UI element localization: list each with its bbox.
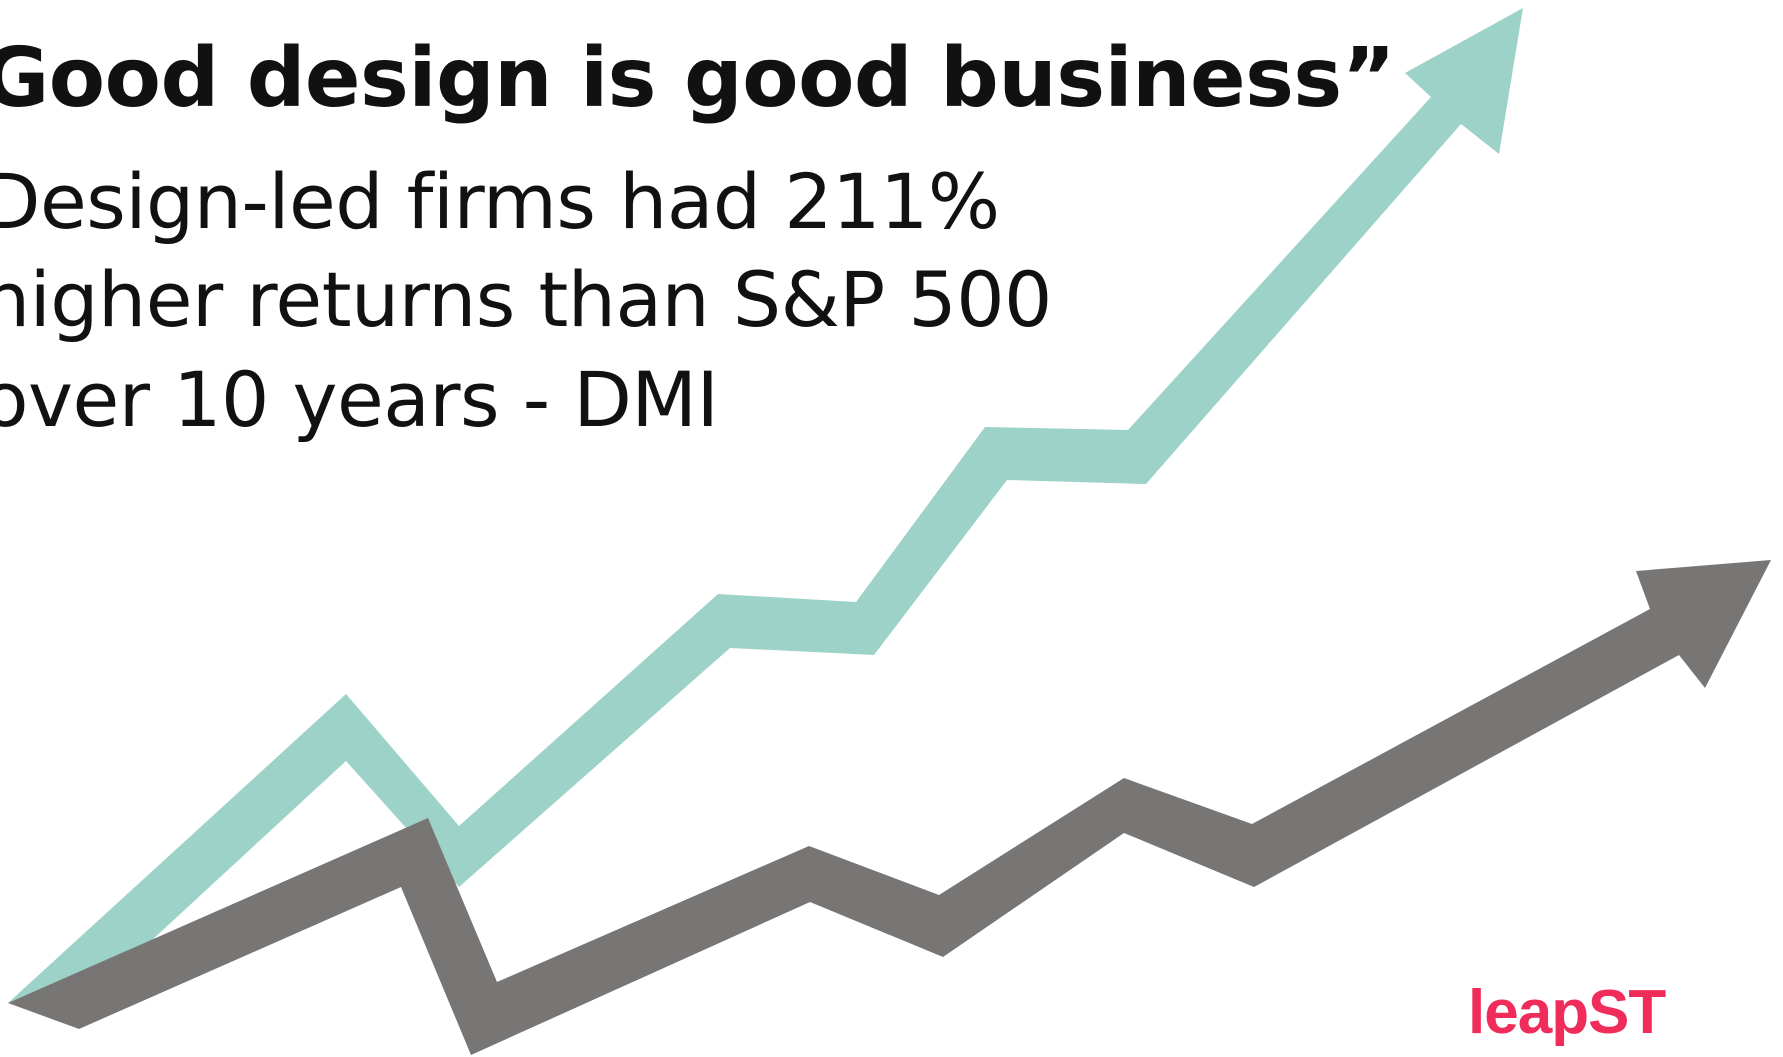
gray-growth-arrow: [8, 560, 1771, 1055]
slide-body-line-1: Design-led firms had 211%: [0, 157, 1000, 246]
leapstone-logo: leapST: [1468, 982, 1666, 1044]
slide-body-line-3: over 10 years - DMI: [0, 355, 719, 444]
logo-wordmark: leapST: [1468, 978, 1666, 1047]
slide-body-line-2: higher returns than S&P 500: [0, 255, 1052, 344]
teal-growth-arrow: [8, 8, 1523, 1003]
slide-headline: Good design is good business”: [0, 31, 1396, 126]
